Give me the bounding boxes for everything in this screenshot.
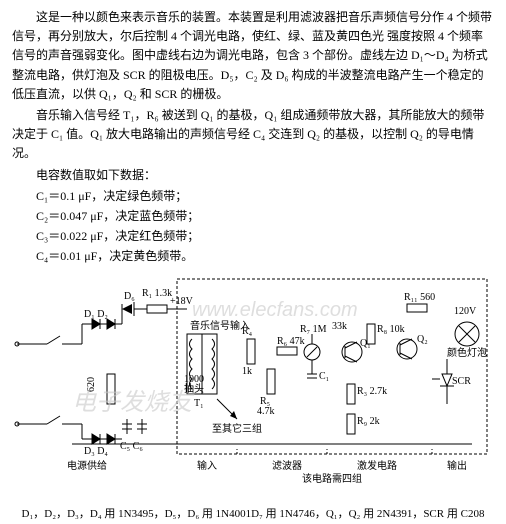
label-d3d4: D₃ D₄ [84,446,108,457]
label-q2: Q₂ [417,334,428,345]
footer-components: D₁，D₂，D₃，D₄ 用 1N3495，D₅，D₆ 用 1N4001D₇ 用 … [12,506,494,524]
label-r6: R₆ 47k [277,336,305,347]
label-to-other: 至其它三组 [212,422,262,435]
label-bulb1: 120V [454,306,477,317]
cap-c3: C₃＝0.022 μF，决定红色频带； [36,227,494,246]
label-r4v: 1k [242,366,252,377]
cap-c1: C₁＝0.1 μF，决定绿色频带； [36,187,494,206]
label-r3: R₃ 2.7k [357,386,387,397]
section-filter: 滤波器 [272,459,302,472]
label-d1d2: D₁ D₂ [84,309,108,320]
note-4groups: 该电路需四组 [302,472,362,484]
label-r8: R₈ 10k [377,324,405,335]
circuit-svg: D₁ D₂ D₃ D₄ 620 C₅ C₆ D₆ R₁ 1.3k +18V 音乐… [12,274,492,484]
label-r7: R₇ 1M [300,324,327,335]
section-input: 输入 [197,459,217,472]
label-tap2: 抽头 [184,382,204,395]
label-18v: +18V [170,296,194,307]
label-c5c6: C₅ C₆ [120,441,143,452]
label-d6: D₆ [124,291,135,302]
label-audio-in: 音乐信号输入 [190,319,250,332]
cap-c2: C₂＝0.047 μF，决定蓝色频带； [36,207,494,226]
label-r11: R₁₁ 560 [404,292,435,303]
capacitor-list: C₁＝0.1 μF，决定绿色频带； C₂＝0.047 μF，决定蓝色频带； C₃… [12,187,494,267]
label-r1: R₁ 1.3k [142,288,172,299]
label-r9: R₉ 2k [357,416,380,427]
section-amp: 激发电路 [357,459,397,472]
label-t1: T₁ [194,398,204,409]
section-out: 输出 [447,459,467,472]
label-r4: R₄ [242,326,253,337]
paragraph-1: 这是一种以颜色来表示音乐的装置。本装置是利用滤波器把音乐声频信号分作 4 个频带… [12,8,494,104]
label-c1: C₁ [319,371,329,382]
label-r2-620: 620 [86,377,97,392]
paragraph-2: 音乐输入信号经 T₁，R₆ 被送到 Q₁ 的基极，Q₁ 组成通频带放大器，其所能… [12,106,494,164]
label-r5v: 4.7k [257,406,275,417]
paragraph-3: 电容数值取如下数据： [12,166,494,185]
label-bulb2: 颜色灯泡 [447,346,487,359]
cap-c4: C₄＝0.01 μF，决定黄色频带。 [36,247,494,266]
label-33k: 33k [332,321,347,332]
circuit-diagram: www.elecfans.com 电子发烧友 [12,274,492,504]
section-power: 电源供给 [67,459,107,472]
label-scr: SCR [452,376,471,387]
